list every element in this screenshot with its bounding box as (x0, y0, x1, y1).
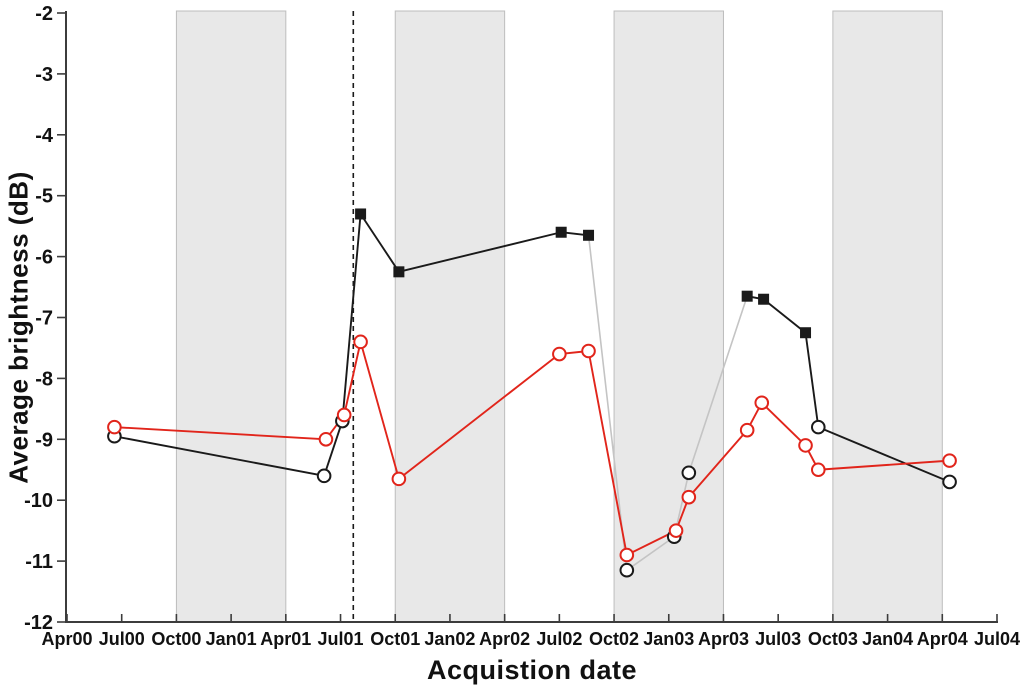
y-tick-label: -5 (35, 186, 53, 208)
red-circle-marker (739, 422, 755, 438)
x-axis-label: Acquistion date (426, 655, 637, 685)
x-tick-label: Oct00 (151, 629, 201, 649)
winter-band (175, 10, 287, 623)
red-circle-marker (798, 438, 813, 453)
red-circle-marker (619, 547, 635, 563)
black-series-segment (341, 213, 362, 422)
black-circle-marker (619, 562, 635, 578)
x-tick-label: Jan02 (424, 629, 475, 649)
black-square-marker (355, 208, 367, 220)
y-tick-label: -4 (35, 125, 54, 147)
x-tick-label: Oct03 (808, 629, 858, 649)
black-series-segment (397, 231, 563, 273)
red-circle-marker (552, 346, 567, 362)
y-tick-label: -7 (35, 308, 53, 330)
x-tick-label: Jul00 (99, 629, 145, 649)
red-circle-marker (353, 334, 368, 350)
red-circle-marker (810, 462, 826, 478)
red-circle-marker (681, 489, 697, 505)
x-tick-label: Apr01 (260, 629, 311, 649)
x-tick-label: Apr00 (41, 629, 92, 649)
red-circle-marker (336, 407, 352, 423)
winter-band (613, 10, 724, 623)
black-circle-marker (316, 468, 332, 484)
x-tick-label: Apr04 (917, 629, 968, 649)
winter-band (394, 10, 506, 623)
black-square-marker (741, 290, 753, 302)
x-tick-label: Jan03 (643, 629, 694, 649)
black-series-gray-connector (626, 535, 676, 572)
black-square-marker (758, 293, 770, 305)
x-tick-label: Oct02 (589, 629, 639, 649)
black-square-marker (583, 229, 595, 241)
x-tick-label: Apr03 (698, 629, 749, 649)
black-circle-marker (681, 465, 697, 481)
winter-band (832, 10, 943, 623)
red-circle-marker (581, 343, 596, 359)
x-tick-label: Jul03 (755, 629, 801, 649)
black-series-segment (113, 435, 326, 477)
black-series-segment (323, 420, 344, 477)
red-circle-marker (754, 395, 770, 411)
black-series-segment (762, 298, 807, 334)
black-circle-marker (810, 419, 826, 435)
black-series-segment (817, 426, 951, 483)
black-square-marker (393, 266, 405, 278)
x-tick-label: Oct01 (370, 629, 420, 649)
y-tick-label: -8 (35, 368, 53, 390)
red-circle-marker (942, 453, 957, 468)
red-circle-marker (668, 523, 684, 538)
red-circle-marker (107, 419, 122, 435)
black-series-gray-connector (587, 234, 628, 572)
black-series-segment (359, 213, 400, 273)
red-circle-marker (391, 471, 407, 487)
red-circle-marker (318, 432, 334, 447)
black-circle-marker (942, 474, 957, 490)
black-square-marker (555, 226, 567, 238)
black-square-marker (800, 327, 812, 339)
y-tick-label: -12 (24, 612, 53, 634)
y-axis-label: Average brightness (dB) (3, 171, 34, 484)
black-series-gray-connector (688, 295, 748, 474)
black-series-segment (804, 331, 820, 429)
y-tick-label: -9 (35, 429, 53, 451)
x-tick-label: Jul02 (536, 629, 582, 649)
x-tick-label: Jul01 (318, 629, 364, 649)
y-tick-label: -11 (25, 551, 53, 573)
x-tick-label: Apr02 (479, 629, 530, 649)
y-tick-label: -2 (35, 3, 53, 25)
y-tick-label: -10 (24, 490, 53, 512)
x-tick-label: Jan04 (862, 629, 913, 649)
y-tick-label: -3 (35, 64, 53, 86)
y-tick-label: -6 (35, 247, 53, 269)
x-tick-label: Jul04 (974, 629, 1020, 649)
x-tick-label: Jan01 (206, 629, 257, 649)
